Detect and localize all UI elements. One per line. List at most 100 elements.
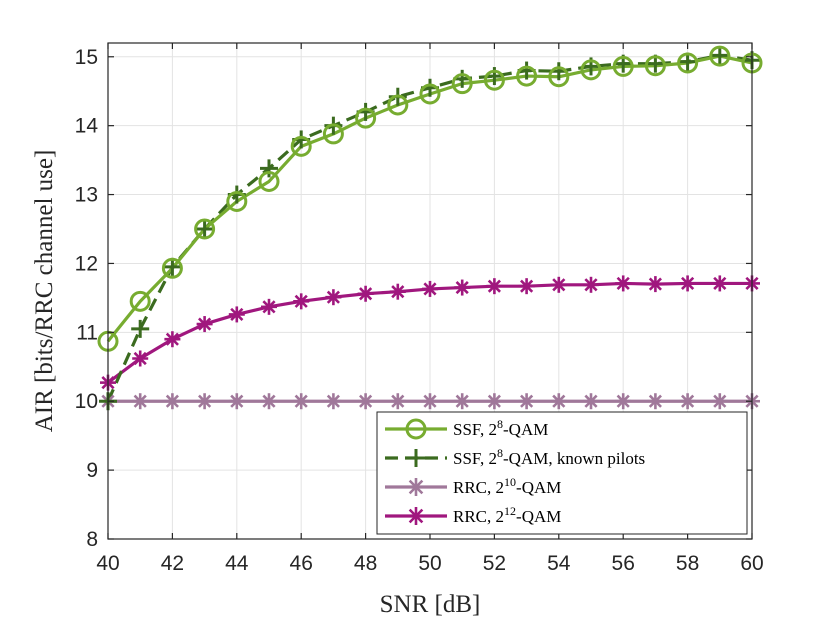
y-tick-label: 13 <box>75 184 98 207</box>
legend-label: SSF, 28-QAM <box>453 417 548 439</box>
legend-label-pre: SSF, 2 <box>453 420 497 439</box>
data-point-3 <box>164 331 181 348</box>
data-point-1 <box>131 319 150 338</box>
data-point-1 <box>163 257 182 276</box>
data-point-3 <box>679 275 696 292</box>
data-point-0 <box>419 83 441 105</box>
x-tick-label: 48 <box>354 552 377 575</box>
data-point-3 <box>711 275 728 292</box>
data-point-2 <box>357 393 374 410</box>
x-tick-label: 50 <box>418 552 441 575</box>
data-point-2 <box>518 393 535 410</box>
data-point-0 <box>322 123 344 145</box>
data-point-0 <box>483 69 505 91</box>
legend-marker <box>407 478 425 496</box>
data-point-0 <box>194 218 216 240</box>
data-point-2 <box>647 393 664 410</box>
data-point-0 <box>516 65 538 87</box>
legend-label: SSF, 28-QAM, known pilots <box>453 446 645 468</box>
data-point-3 <box>550 276 567 293</box>
data-point-1 <box>260 159 278 178</box>
legend-label-sup: 8 <box>497 417 503 431</box>
y-tick-label: 8 <box>86 528 98 551</box>
legend-label-sup: 8 <box>497 446 503 460</box>
axis-ticks: 40 42 44 46 48 50 52 54 56 58 60 8 9 10 11 12 13 14 15 <box>75 43 764 575</box>
data-point-3 <box>261 298 277 315</box>
legend-entry: SSF, 28-QAM, known pilots <box>385 446 645 468</box>
x-tick-label: 40 <box>96 552 119 575</box>
data-point-0 <box>161 257 183 279</box>
x-tick-label: 52 <box>483 552 506 575</box>
data-point-3 <box>486 278 503 295</box>
data-point-3 <box>325 289 342 306</box>
y-tick-label: 14 <box>75 115 99 138</box>
x-tick-label: 42 <box>161 552 184 575</box>
data-point-3 <box>389 283 406 300</box>
legend-entry: RRC, 210-QAM <box>385 475 561 497</box>
data-point-3 <box>454 279 471 296</box>
data-point-3 <box>357 285 374 302</box>
y-tick-label: 12 <box>75 252 98 275</box>
data-point-0 <box>709 45 731 67</box>
data-point-2 <box>422 393 438 410</box>
data-point-1 <box>195 220 214 238</box>
legend-marker <box>407 507 425 525</box>
data-point-2 <box>164 393 181 410</box>
data-point-1 <box>710 46 729 65</box>
legend-label-pre: RRC, 2 <box>453 507 504 526</box>
data-point-3 <box>647 276 664 293</box>
data-point-3 <box>518 278 535 295</box>
x-tick-label: 44 <box>225 552 249 575</box>
data-point-0 <box>258 170 280 192</box>
data-point-3 <box>293 293 310 310</box>
legend-label-post: -QAM <box>503 420 548 439</box>
legend-label-post: -QAM <box>516 478 561 497</box>
legend-marker <box>407 449 425 467</box>
data-point-2 <box>583 393 599 410</box>
data-point-0 <box>548 66 570 88</box>
data-point-0 <box>355 107 377 129</box>
data-point-2 <box>228 393 245 410</box>
legend-label-pre: SSF, 2 <box>453 449 497 468</box>
data-point-3 <box>132 350 149 367</box>
data-point-0 <box>644 55 666 77</box>
y-tick-label: 11 <box>76 321 98 344</box>
data-point-0 <box>580 59 602 81</box>
x-tick-label: 58 <box>676 552 699 575</box>
data-point-0 <box>129 290 151 312</box>
x-axis-label: SNR [dB] <box>380 591 481 618</box>
data-point-0 <box>612 55 634 77</box>
data-point-3 <box>422 280 438 297</box>
data-point-0 <box>226 190 248 212</box>
data-point-2 <box>550 393 567 410</box>
legend-label-post: -QAM, known pilots <box>503 449 645 468</box>
y-axis-label: AIR [bits/RRC channel use] <box>31 150 58 433</box>
data-point-2 <box>711 393 728 410</box>
x-tick-label: 56 <box>612 552 635 575</box>
data-point-0 <box>387 94 409 116</box>
legend-label: RRC, 212-QAM <box>453 504 561 526</box>
legend-label-sup: 12 <box>504 504 516 518</box>
y-tick-label: 10 <box>75 390 98 413</box>
legend-marker <box>405 418 427 440</box>
data-point-2 <box>389 393 406 410</box>
x-tick-label: 46 <box>290 552 313 575</box>
x-tick-label: 54 <box>547 552 571 575</box>
legend-label-sup: 10 <box>504 475 516 489</box>
legend-label-pre: RRC, 2 <box>453 478 504 497</box>
data-point-2 <box>261 393 277 410</box>
data-point-3 <box>228 306 245 323</box>
x-tick-label: 60 <box>740 552 763 575</box>
y-tick-label: 9 <box>86 459 98 482</box>
data-point-2 <box>132 393 149 410</box>
data-point-2 <box>293 393 310 410</box>
data-point-2 <box>196 393 213 410</box>
data-point-2 <box>325 393 342 410</box>
legend-label-post: -QAM <box>516 507 561 526</box>
legend-label: RRC, 210-QAM <box>453 475 561 497</box>
data-point-2 <box>615 393 632 410</box>
markers-layer <box>97 45 763 411</box>
data-point-3 <box>583 276 599 293</box>
